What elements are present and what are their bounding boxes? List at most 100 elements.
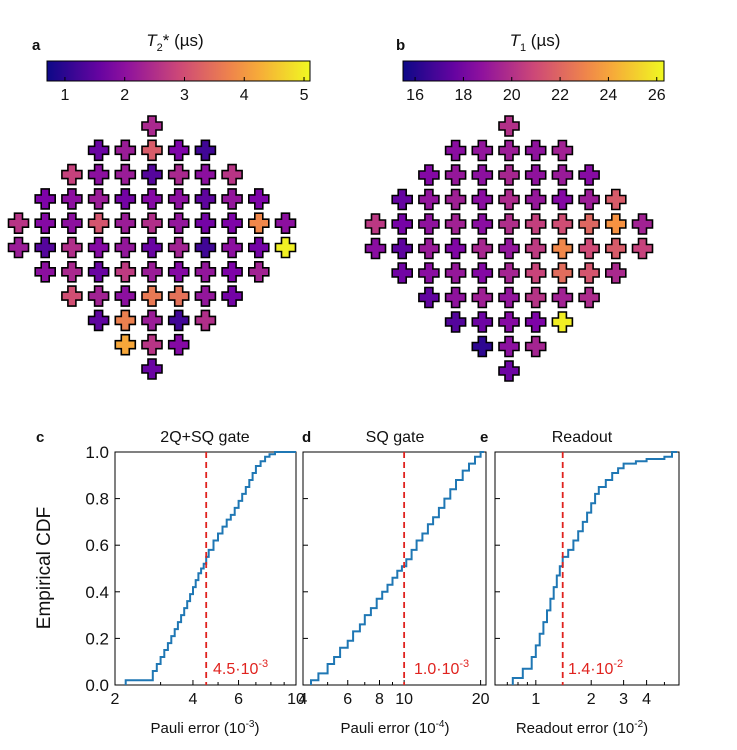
panel-letter-c: c [36, 429, 44, 446]
qubit-cross [418, 213, 440, 235]
median-label-e: 1.4·10-2 [568, 658, 623, 678]
cdf-line [124, 451, 296, 685]
colorbar-tick-label: 26 [648, 87, 666, 104]
x-axis-label-e: Readout error (10-2) [516, 719, 648, 737]
colorbar-tick-label: 24 [600, 87, 618, 104]
colorbar-tick-label: 1 [60, 87, 69, 104]
qubit-cross [248, 236, 270, 259]
cdf-plot-d: 4 6 8 10 20 [299, 451, 490, 708]
qubit-cross [61, 188, 83, 210]
qubit-cross [524, 188, 547, 211]
qubit-cross [605, 262, 627, 284]
qubit-cross [418, 262, 440, 284]
qubit-cross [578, 237, 600, 260]
colorbar-title-a: T2* (µs) [146, 31, 203, 54]
x-axis-label-c: Pauli error (10-3) [151, 719, 260, 737]
colorbar-tick-label: 20 [503, 87, 521, 104]
qubit-cross [551, 139, 574, 162]
colorbar-tick-label: 22 [551, 87, 569, 104]
panel-title-e: Readout [552, 429, 613, 446]
colorbar-gradient [402, 60, 665, 82]
qubit-grid-a [7, 115, 297, 380]
qubit-cross [605, 213, 627, 235]
qubit-cross [221, 212, 243, 234]
qubit-cross [444, 311, 467, 333]
qubit-cross [551, 262, 574, 284]
x-tick-label: 4 [642, 691, 651, 708]
qubit-cross [167, 188, 190, 210]
qubit-cross [221, 188, 243, 210]
qubit-cross [551, 164, 574, 186]
colorbar-tick-label: 16 [406, 87, 424, 104]
qubit-cross [87, 212, 110, 234]
qubit-cross [7, 212, 30, 234]
qubit-cross [471, 237, 494, 260]
qubit-cross [114, 188, 137, 210]
x-tick-label: 3 [619, 691, 628, 708]
qubit-cross [87, 163, 110, 186]
qubit-cross [141, 163, 163, 186]
y-axis-label: Empirical CDF [34, 507, 55, 629]
qubit-cross [61, 236, 83, 259]
colorbar-b: 16 18 20 22 24 26 [402, 60, 666, 104]
qubit-cross [498, 188, 520, 211]
qubit-cross [167, 333, 190, 356]
qubit-cross [194, 261, 217, 283]
qubit-cross [194, 236, 217, 259]
qubit-cross [471, 262, 494, 284]
qubit-cross [141, 139, 163, 162]
qubit-cross [141, 212, 163, 234]
qubit-cross [167, 163, 190, 186]
qubit-cross [524, 213, 547, 235]
qubit-cross [444, 188, 467, 211]
qubit-cross [167, 285, 190, 307]
x-axis-label-d: Pauli error (10-4) [341, 719, 450, 737]
qubit-cross [274, 212, 297, 234]
qubit-cross [167, 139, 190, 162]
median-label-c: 4.5·10-3 [213, 658, 268, 678]
panel-letter-b: b [396, 37, 405, 54]
colorbar-title-b: T1 (µs) [510, 31, 561, 54]
qubit-cross [551, 188, 574, 211]
x-tick-label: 4 [188, 691, 197, 708]
qubit-cross [551, 286, 574, 309]
qubit-cross [141, 285, 163, 307]
qubit-cross [498, 286, 520, 309]
qubit-cross [498, 360, 520, 382]
qubit-cross [444, 262, 467, 284]
qubit-cross [248, 261, 270, 283]
qubit-cross [141, 188, 163, 210]
qubit-cross [498, 262, 520, 284]
qubit-cross [221, 285, 243, 307]
qubit-cross [61, 163, 83, 186]
plot-frame [494, 451, 680, 686]
qubit-cross [114, 236, 137, 259]
qubit-cross [114, 333, 137, 356]
qubit-cross [194, 212, 217, 234]
qubit-cross [524, 286, 547, 309]
qubit-cross [7, 236, 30, 259]
qubit-cross [471, 286, 494, 309]
qubit-cross [551, 311, 574, 333]
qubit-cross [114, 163, 137, 186]
qubit-cross [391, 213, 413, 235]
qubit-cross [471, 335, 494, 358]
cdf-line [511, 451, 677, 685]
y-tick-label: 0.8 [85, 490, 109, 509]
qubit-cross [578, 286, 600, 309]
x-tick-label: 20 [472, 691, 490, 708]
median-label-d: 1.0·10-3 [414, 658, 469, 678]
qubit-cross [471, 164, 494, 186]
qubit-cross [524, 335, 547, 358]
qubit-cross [498, 335, 520, 358]
qubit-cross [114, 285, 137, 307]
panel-letter-e: e [480, 429, 488, 446]
qubit-cross [248, 188, 270, 210]
qubit-cross [61, 285, 83, 307]
qubit-cross [61, 212, 83, 234]
y-tick-label: 1.0 [85, 443, 109, 462]
colorbar-tick-label: 4 [240, 87, 249, 104]
y-tick-label: 0.6 [85, 536, 109, 555]
